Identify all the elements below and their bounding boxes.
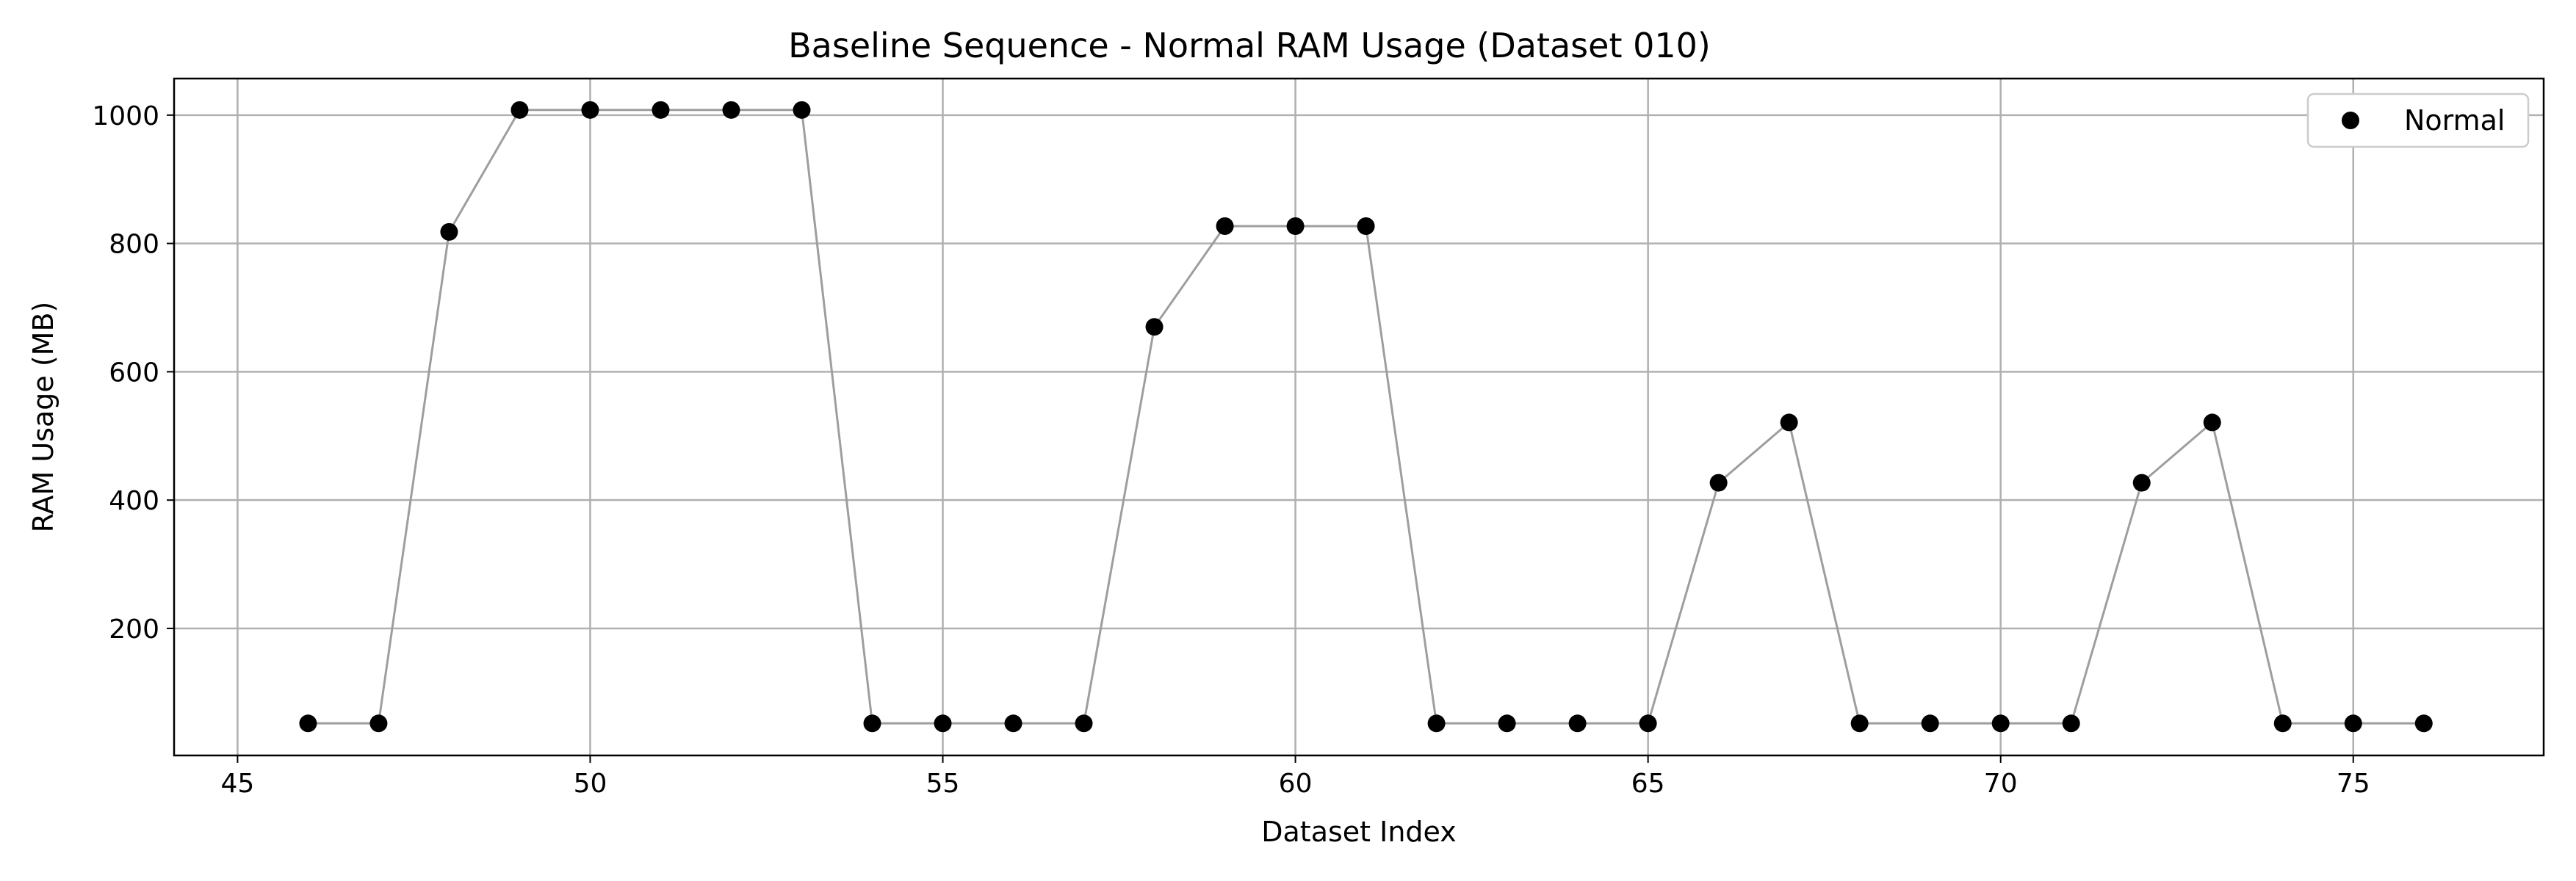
data-point bbox=[1427, 714, 1446, 733]
legend-label-normal: Normal bbox=[2404, 104, 2505, 137]
y-tick-label: 600 bbox=[109, 358, 159, 388]
grid-lines bbox=[174, 79, 2544, 755]
y-axis-label: RAM Usage (MB) bbox=[27, 302, 59, 533]
x-tick-label: 55 bbox=[926, 769, 960, 799]
data-point bbox=[510, 101, 529, 119]
y-tick-label: 200 bbox=[109, 614, 159, 645]
data-point bbox=[652, 101, 670, 119]
data-point bbox=[934, 714, 952, 733]
series-line-group bbox=[308, 109, 2424, 725]
chart-title: Baseline Sequence - Normal RAM Usage (Da… bbox=[788, 26, 1711, 65]
y-tick-label: 400 bbox=[109, 486, 159, 516]
x-axis-ticks: 45 50 55 60 65 70 75 bbox=[221, 755, 2370, 799]
x-tick-label: 70 bbox=[1984, 769, 2018, 799]
data-point bbox=[793, 101, 811, 119]
x-tick-label: 50 bbox=[574, 769, 607, 799]
data-point bbox=[1568, 714, 1587, 733]
data-point bbox=[722, 101, 740, 119]
data-point bbox=[1075, 714, 1093, 733]
data-point bbox=[2344, 714, 2362, 733]
data-point bbox=[1639, 714, 1657, 733]
data-point bbox=[2273, 714, 2292, 733]
y-tick-label: 800 bbox=[109, 230, 159, 260]
data-point bbox=[1709, 474, 1728, 492]
x-tick-label: 65 bbox=[1631, 769, 1665, 799]
data-point bbox=[863, 714, 881, 733]
data-point bbox=[1921, 714, 1939, 733]
x-tick-label: 60 bbox=[1279, 769, 1313, 799]
y-axis-ticks: 200 400 600 800 1000 bbox=[92, 101, 174, 645]
data-point bbox=[1498, 714, 1516, 733]
data-point bbox=[299, 714, 317, 733]
legend-box bbox=[2306, 93, 2530, 148]
data-point bbox=[1991, 714, 2010, 733]
data-point bbox=[2132, 474, 2151, 492]
data-point bbox=[581, 101, 599, 119]
x-axis-label: Dataset Index bbox=[1261, 816, 1457, 848]
data-point bbox=[1145, 318, 1163, 336]
data-point bbox=[1004, 714, 1022, 733]
data-point bbox=[2062, 714, 2080, 733]
data-point bbox=[1780, 413, 1798, 432]
y-tick-label: 1000 bbox=[92, 101, 159, 131]
data-point bbox=[1850, 714, 1869, 733]
legend-marker-normal bbox=[2342, 112, 2359, 129]
x-tick-label: 75 bbox=[2337, 769, 2370, 799]
plot-frame bbox=[173, 77, 2545, 757]
data-point bbox=[369, 714, 388, 733]
data-point bbox=[2414, 714, 2433, 733]
data-point bbox=[1286, 217, 1305, 236]
data-points bbox=[299, 101, 2433, 733]
data-point bbox=[1216, 217, 1234, 236]
data-point bbox=[440, 222, 458, 241]
data-point bbox=[1357, 217, 1375, 236]
data-point bbox=[2203, 413, 2221, 432]
legend: Normal bbox=[2306, 93, 2530, 148]
x-tick-label: 45 bbox=[221, 769, 255, 799]
series-line-normal bbox=[308, 109, 2424, 725]
